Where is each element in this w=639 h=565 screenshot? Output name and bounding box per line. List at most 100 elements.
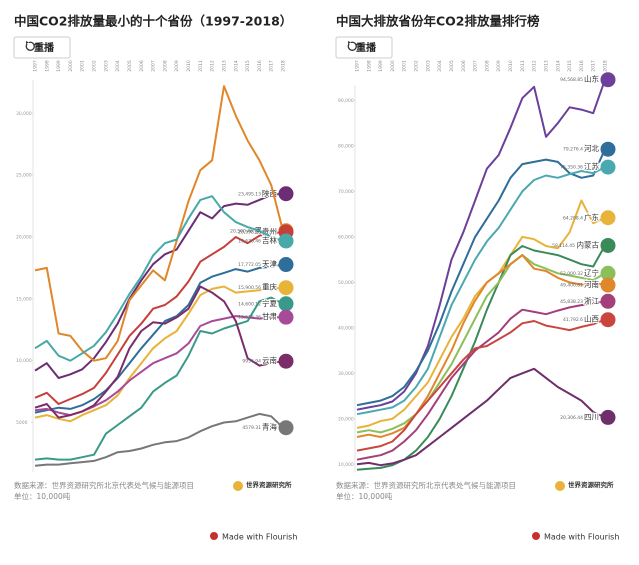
end-marker [278,353,294,369]
series-label: 河北 [584,144,599,153]
footer: Made with Flourish [544,533,619,542]
x-tick-label: 2018 [281,60,287,72]
replay-arrow [348,41,351,44]
end-marker [600,409,616,425]
end-marker [278,233,294,249]
x-tick-label: 1999 [56,60,62,72]
value-label: 45,838.23 [560,299,583,305]
x-tick-label: 2009 [496,60,502,72]
end-marker [600,312,616,328]
end-marker [600,293,616,309]
x-tick-label: 2006 [461,60,467,72]
end-marker [600,141,616,157]
replay-button[interactable]: 重播 [335,36,393,59]
flourish-icon [532,532,540,540]
series-label: 内蒙古 [577,239,600,249]
x-tick-label: 2011 [520,60,526,72]
x-tick-label: 2016 [257,60,263,72]
series-label: 青海 [262,422,277,432]
value-label: 14,600.12 [238,301,261,307]
x-tick-label: 2002 [414,60,420,72]
series-line [34,85,284,362]
y-tick-label: 10,000 [16,358,32,364]
value-label: 13,516.36 [238,315,261,321]
y-tick-label: 90,000 [338,98,354,104]
value-label: 23,495.13 [238,191,261,197]
series-label: 天津 [262,260,277,269]
x-tick-label: 2015 [245,60,251,72]
end-marker [600,237,616,253]
unit-note: 单位：10,000吨 [14,491,71,501]
x-tick-label: 2013 [543,60,549,72]
logo-text: 世界资源研究所 [246,480,292,489]
x-tick-label: 2001 [402,60,408,72]
x-tick-label: 2016 [579,60,585,72]
chart-title: 中国CO2排放量最小的十个省份（1997-2018） [14,14,292,29]
series-line [356,254,606,438]
x-tick-label: 1998 [366,60,372,72]
x-tick-label: 2007 [473,60,479,72]
series-label: 重庆 [262,282,277,292]
y-tick-label: 20,000 [338,416,354,422]
end-marker [278,257,294,273]
series-line [356,148,606,407]
unit-note: 单位：10,000吨 [336,491,393,501]
series-label: 河南 [584,279,599,289]
x-tick-label: 2012 [210,60,216,72]
value-label: 64,208.4 [563,215,583,221]
series-line [34,285,284,419]
x-tick-label: 2018 [603,60,609,72]
value-label: 49,400.81 [560,283,583,289]
end-marker [600,265,616,281]
x-tick-label: 2017 [591,60,597,72]
series-label: 贵州 [262,226,277,236]
value-label: 94,568.85 [560,77,583,83]
x-tick-label: 2010 [508,60,514,72]
replay-arrow [26,41,29,44]
flourish-icon [210,532,218,540]
series-label: 浙江 [584,295,599,305]
series-line [34,285,284,423]
y-tick-label: 25,000 [16,173,32,179]
value-label: 41,792.6 [563,317,583,323]
end-marker [600,210,616,226]
x-tick-label: 2008 [162,60,168,72]
series-line [356,300,606,461]
y-tick-label: 5000 [16,420,28,426]
replay-icon [25,41,35,51]
series-line [34,192,284,379]
series-label: 四川 [584,412,599,421]
value-label: 9956.94 [242,359,261,365]
value-label: 17,772.05 [238,262,261,268]
x-tick-label: 2004 [115,60,121,72]
value-label: 15,900.56 [238,285,261,291]
series-line [356,367,606,467]
x-tick-label: 2015 [567,60,573,72]
value-label: 4579.31 [242,425,261,431]
x-tick-label: 2001 [80,60,86,72]
x-tick-label: 2000 [390,60,396,72]
y-tick-label: 30,000 [16,111,32,117]
y-tick-label: 70,000 [338,189,354,195]
series-line [356,199,606,429]
series-label: 吉林 [262,235,277,245]
logo-icon [555,481,565,491]
series-line [34,296,284,461]
replay-button[interactable]: 重播 [13,36,71,59]
y-tick-label: 50,000 [338,280,354,286]
series-line [34,315,284,417]
series-label: 山西 [584,314,599,324]
x-tick-label: 2013 [221,60,227,72]
y-tick-label: 10,000 [338,462,354,468]
series-label: 江苏 [584,161,599,171]
source-note: 数据来源：世界资源研究所北京代表处气候与能源项目 [336,480,516,490]
x-tick-label: 1998 [44,60,50,72]
value-label: 75,350.36 [560,165,583,171]
x-tick-label: 2017 [269,60,275,72]
series-line [356,254,606,434]
series-line [34,263,284,414]
series-label: 宁夏 [262,298,277,308]
x-tick-label: 2008 [484,60,490,72]
end-marker [278,186,294,202]
